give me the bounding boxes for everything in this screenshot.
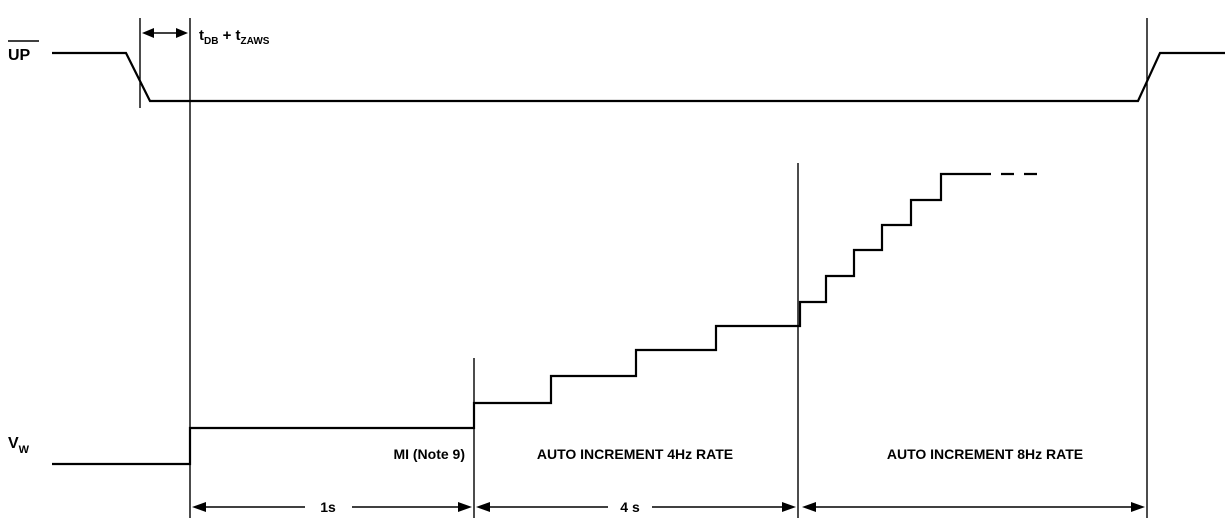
auto8-region-label: AUTO INCREMENT 8Hz RATE bbox=[887, 446, 1083, 462]
duration-1s-right-head bbox=[458, 502, 472, 512]
tdb-arrow-left-head bbox=[142, 28, 154, 38]
tdb-tzaws-label: tDB + tZAWS bbox=[199, 27, 270, 47]
mi-region-label: MI (Note 9) bbox=[393, 446, 465, 462]
duration-4s-left-head bbox=[476, 502, 490, 512]
duration-4s-label: 4 s bbox=[620, 499, 640, 515]
duration-8hz-left-head bbox=[802, 502, 816, 512]
duration-8hz-right-head bbox=[1131, 502, 1145, 512]
vw-signal-label: VW bbox=[8, 435, 30, 456]
duration-1s-label: 1s bbox=[320, 499, 336, 515]
vw-waveform bbox=[52, 172, 978, 466]
duration-1s-left-head bbox=[192, 502, 206, 512]
up-signal-label: UP bbox=[8, 47, 31, 64]
duration-4s-right-head bbox=[782, 502, 796, 512]
up-waveform bbox=[52, 51, 1225, 103]
tdb-arrow-right-head bbox=[176, 28, 188, 38]
auto4-region-label: AUTO INCREMENT 4Hz RATE bbox=[537, 446, 733, 462]
